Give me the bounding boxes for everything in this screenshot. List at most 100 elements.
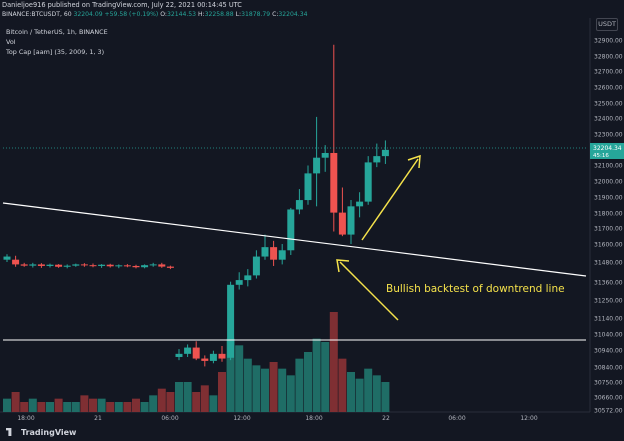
tradingview-logo[interactable]: TradingView <box>6 428 76 437</box>
volume-bar <box>226 338 235 412</box>
c-label: C: <box>272 11 279 18</box>
candle-body <box>20 264 28 266</box>
price-tick-label: 32800.00 <box>594 54 623 61</box>
candle-body <box>175 353 183 357</box>
legend-indicator[interactable]: Top Cap [aam] (35, 2009, 1, 3) <box>6 48 105 56</box>
candle-body <box>55 264 63 267</box>
candle-body <box>123 265 131 267</box>
volume-bar <box>364 368 373 412</box>
o-label: O: <box>160 11 167 18</box>
legend-title[interactable]: Bitcoin / TetherUS, 1h, BINANCE <box>6 28 108 36</box>
last-price-value: 32204.34 <box>593 145 622 152</box>
arrow-down-head <box>336 259 350 273</box>
candle-body <box>244 275 252 281</box>
time-axis: 18:00 21 06:00 12:00 18:00 22 06:00 12:00 <box>17 415 537 422</box>
arrow-down-shaft <box>339 261 399 321</box>
price-tick-label: 32500.00 <box>594 101 623 108</box>
price-axis: 32900.00 32800.00 32700.00 32600.00 32500.00… <box>590 38 624 415</box>
candle-body <box>278 250 286 260</box>
volume-bar <box>106 402 115 412</box>
arrow-up-shaft <box>361 158 419 241</box>
l-value: 31878.79 <box>241 11 271 18</box>
candle-body <box>98 264 106 266</box>
volume-bar <box>200 385 209 412</box>
candle-body <box>37 264 45 266</box>
volume-bar <box>269 362 278 412</box>
volume-bar <box>11 392 20 412</box>
chart-overlays: Bullish backtest of downtrend line <box>2 147 587 341</box>
time-tick-label: 18:00 <box>17 415 34 422</box>
price-tick-label: 32700.00 <box>594 69 623 76</box>
candle-body <box>72 264 80 266</box>
volume-bar <box>286 375 295 412</box>
candle-body <box>227 284 235 358</box>
candle-body <box>3 256 11 260</box>
volume-bar <box>304 352 312 412</box>
price-tick-label: 30572.00 <box>594 408 623 415</box>
annotation-text: Bullish backtest of downtrend line <box>386 283 565 295</box>
candle-body <box>330 152 338 213</box>
price-tick-label: 31040.00 <box>594 332 623 339</box>
c-value: 32204.34 <box>278 11 308 18</box>
candle-body <box>338 212 346 235</box>
volume-bar <box>54 398 63 412</box>
downtrend-line <box>2 202 587 277</box>
time-tick-label: 18:00 <box>305 415 322 422</box>
volume-bar <box>166 392 175 412</box>
volume-bar <box>157 388 166 412</box>
volume-bar <box>372 375 381 412</box>
arrow-up-head <box>407 154 421 169</box>
candle-body <box>373 156 381 163</box>
l-label: L: <box>235 11 242 18</box>
candle-body <box>63 265 71 267</box>
candle-body <box>115 265 123 267</box>
volume-bar <box>63 402 72 412</box>
candle-body <box>364 162 372 202</box>
time-tick-label: 12:00 <box>233 415 250 422</box>
candle-body <box>158 264 166 267</box>
price-tick-label: 31600.00 <box>594 242 623 249</box>
price-tick-label: 31900.00 <box>594 195 623 202</box>
price-tick-label: 32100.00 <box>594 163 623 170</box>
candle-body <box>218 353 226 359</box>
legend-vol[interactable]: Vol <box>6 38 16 46</box>
volume-bar <box>140 402 149 412</box>
volume-bar <box>71 402 80 412</box>
candle-body <box>132 265 140 268</box>
candle-body <box>304 173 312 201</box>
candle-body <box>252 256 260 276</box>
volume-bar <box>209 395 218 412</box>
currency-button[interactable]: USDT <box>596 18 618 31</box>
candle-body <box>270 247 278 260</box>
candlestick-series <box>3 44 389 367</box>
time-tick-label: 21 <box>94 415 102 422</box>
volume-bar <box>114 402 123 412</box>
price-tick-label: 31360.00 <box>594 280 623 287</box>
volume-bar <box>243 358 252 412</box>
time-tick-label: 06:00 <box>161 415 178 422</box>
volume-bar <box>235 345 244 412</box>
candle-body <box>192 347 200 359</box>
candle-body <box>184 347 192 354</box>
candle-body <box>347 206 355 235</box>
brand-name: TradingView <box>21 428 77 437</box>
volume-bar <box>347 372 355 412</box>
ohlc-line: BINANCE:BTCUSDT, 60 32204.09 +59.58 (+0.… <box>2 11 307 18</box>
time-tick-label: 22 <box>382 415 390 422</box>
volume-bar <box>37 402 46 412</box>
change-value: +59.58 (+0.19%) <box>104 11 159 18</box>
volume-bar <box>183 382 192 412</box>
candle-body <box>356 201 364 207</box>
candle-body <box>12 259 20 265</box>
footer-bar <box>0 424 624 441</box>
volume-bar <box>175 382 183 412</box>
volume-bar <box>149 395 158 412</box>
countdown-value: 45:16 <box>593 153 609 159</box>
time-tick-label: 12:00 <box>520 415 537 422</box>
volume-bar <box>381 382 390 412</box>
volume-bar <box>89 398 97 412</box>
volume-bar <box>218 372 226 412</box>
symbol: BINANCE:BTCUSDT, 60 <box>2 11 72 18</box>
